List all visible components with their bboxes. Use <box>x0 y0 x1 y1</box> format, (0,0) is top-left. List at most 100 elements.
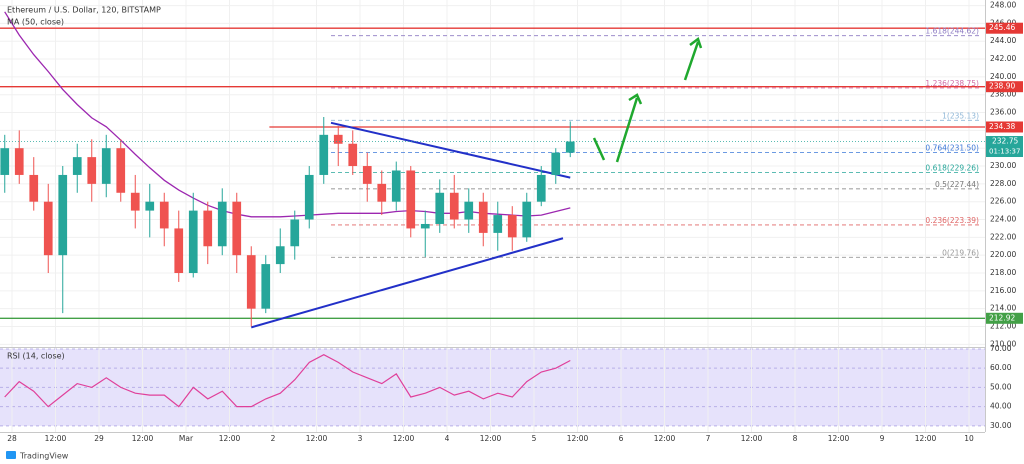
y-tick-label: 224.00 <box>990 215 1016 224</box>
price-tag <box>986 81 1023 93</box>
candle-body <box>522 201 532 238</box>
candle-body <box>217 201 227 247</box>
arrow-head <box>628 93 643 105</box>
fib-label: 1.236(238.75) <box>925 79 979 88</box>
last-price-label: 232.75 <box>992 137 1018 146</box>
logo[interactable]: TradingView <box>19 452 69 461</box>
candle-body <box>565 141 575 153</box>
candle-body <box>304 174 314 220</box>
fib-label: 0.618(229.26) <box>925 164 979 173</box>
x-tick-label: 7 <box>706 434 711 443</box>
x-tick-label: 12:00 <box>306 434 328 443</box>
rsi-tick-label: 30.00 <box>990 421 1012 430</box>
x-tick-label: 6 <box>619 434 624 443</box>
candle-body <box>435 192 445 224</box>
candle-body <box>449 192 459 220</box>
candle-body <box>0 148 10 175</box>
fib-label: 0.236(223.39) <box>925 216 979 225</box>
x-tick-label: 28 <box>7 434 17 443</box>
candle-body <box>130 192 140 211</box>
candle-body <box>101 148 111 184</box>
candle-body <box>464 201 474 220</box>
candle-body <box>333 134 343 144</box>
candle-body <box>275 246 285 265</box>
fib-label: 1(235.13) <box>942 111 979 120</box>
candle-body <box>319 134 329 175</box>
x-tick-label: 2 <box>271 434 276 443</box>
price-tag-label: 238.90 <box>989 82 1015 91</box>
y-tick-label: 226.00 <box>990 197 1016 206</box>
arrow <box>592 137 606 161</box>
rsi-tick-label: 60.00 <box>990 363 1012 372</box>
trendline <box>330 121 571 179</box>
candle-body <box>203 210 213 247</box>
y-tick-label: 248.00 <box>990 1 1016 10</box>
candle-body <box>420 223 430 229</box>
x-tick-label: 12:00 <box>654 434 676 443</box>
candle-body <box>261 264 271 309</box>
candle-body <box>58 174 68 256</box>
y-tick-label: 242.00 <box>990 54 1016 63</box>
x-tick-label: 4 <box>445 434 450 443</box>
y-tick-label: 214.00 <box>990 304 1016 313</box>
candle-body <box>478 201 488 233</box>
last-price-tag <box>986 136 1023 158</box>
y-tick-label: 244.00 <box>990 36 1016 45</box>
candle-body <box>536 174 546 202</box>
fib-label: 0(219.76) <box>942 248 979 257</box>
trendline <box>250 237 564 329</box>
candle-body <box>507 215 517 238</box>
arrow <box>615 97 639 163</box>
x-tick-label: 12:00 <box>219 434 241 443</box>
x-tick-label: 3 <box>358 434 363 443</box>
fib-label: 1.618(244.62) <box>925 27 979 36</box>
candle-body <box>174 228 184 274</box>
rsi-tick-label: 70.00 <box>990 344 1012 353</box>
x-tick-label: 12:00 <box>915 434 937 443</box>
candle-body <box>159 201 169 229</box>
price-tag-label: 234.38 <box>989 122 1015 131</box>
rsi-line <box>4 354 571 408</box>
fib-label: 0.764(231.50) <box>925 144 979 153</box>
candle-body <box>246 255 256 309</box>
candle-body <box>87 157 97 184</box>
candle-body <box>290 219 300 247</box>
candle-body <box>551 152 561 175</box>
x-tick-label: 12:00 <box>567 434 589 443</box>
chart-title: Ethereum / U.S. Dollar, 120, BITSTAMP <box>7 6 161 15</box>
candle-body <box>493 215 503 233</box>
fib-label: 0.5(227.44) <box>935 180 979 189</box>
y-tick-label: 216.00 <box>990 286 1016 295</box>
y-tick-label: 230.00 <box>990 161 1016 170</box>
y-tick-label: 210.00 <box>990 339 1016 348</box>
candle-body <box>348 143 358 167</box>
candle-body <box>145 201 155 211</box>
candle-body <box>362 166 372 184</box>
candle-body <box>116 148 126 193</box>
y-tick-label: 218.00 <box>990 268 1016 277</box>
x-tick-label: 12:00 <box>45 434 67 443</box>
x-tick-label: 5 <box>532 434 537 443</box>
price-tag-label: 212.92 <box>989 313 1015 322</box>
candle-body <box>29 174 39 202</box>
y-tick-label: 212.00 <box>990 321 1016 330</box>
candle-body <box>391 170 401 202</box>
x-tick-label: 12:00 <box>393 434 415 443</box>
x-tick-label: 12:00 <box>480 434 502 443</box>
grid <box>0 0 985 432</box>
rsi-tick-label: 50.00 <box>990 382 1012 391</box>
y-tick-label: 238.00 <box>990 90 1016 99</box>
candle-body <box>72 157 82 175</box>
x-tick-label: 8 <box>793 434 798 443</box>
moving-average <box>4 11 571 218</box>
x-tick-label: 10 <box>964 434 974 443</box>
candle-body <box>377 183 387 202</box>
y-tick-label: 240.00 <box>990 72 1016 81</box>
y-tick-label: 236.00 <box>990 108 1016 117</box>
candle-body <box>232 201 242 256</box>
y-tick-label: 222.00 <box>990 232 1016 241</box>
rsi-tick-label: 40.00 <box>990 402 1012 411</box>
candle-body <box>43 201 53 256</box>
logo-icon <box>6 451 16 459</box>
